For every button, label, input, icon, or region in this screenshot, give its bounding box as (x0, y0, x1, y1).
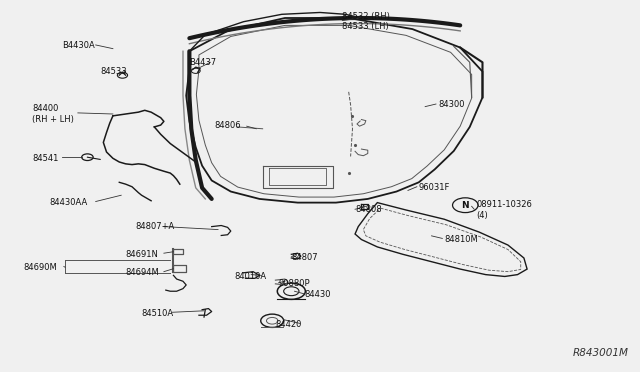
Text: 84533: 84533 (100, 67, 127, 76)
Text: 84694M: 84694M (125, 268, 159, 277)
Text: 84690M: 84690M (24, 263, 58, 272)
Text: 84010A: 84010A (234, 272, 266, 281)
Text: 08911-10326
(4): 08911-10326 (4) (476, 200, 532, 220)
Text: B4430A: B4430A (62, 41, 95, 50)
Text: 84400
(RH + LH): 84400 (RH + LH) (32, 104, 74, 124)
Text: 90880P: 90880P (278, 279, 310, 288)
Text: 84420: 84420 (275, 320, 302, 329)
Text: 96031F: 96031F (419, 183, 450, 192)
Text: 84430: 84430 (304, 291, 331, 299)
Text: 84541: 84541 (32, 154, 58, 163)
Text: 84430AA: 84430AA (49, 198, 88, 207)
Text: 84300: 84300 (438, 100, 465, 109)
Text: 84810M: 84810M (444, 235, 478, 244)
Text: 84510A: 84510A (141, 309, 173, 318)
Text: N: N (461, 201, 469, 210)
Text: R843001M: R843001M (573, 348, 629, 358)
Text: 84807+A: 84807+A (135, 222, 175, 231)
Text: 84808: 84808 (355, 205, 381, 215)
Text: 84806: 84806 (215, 121, 241, 129)
Text: 84691N: 84691N (125, 250, 159, 259)
Text: 84807: 84807 (291, 253, 318, 263)
Text: 84532 (RH)
84533 (LH): 84532 (RH) 84533 (LH) (342, 12, 390, 31)
Text: B4437: B4437 (189, 58, 216, 67)
